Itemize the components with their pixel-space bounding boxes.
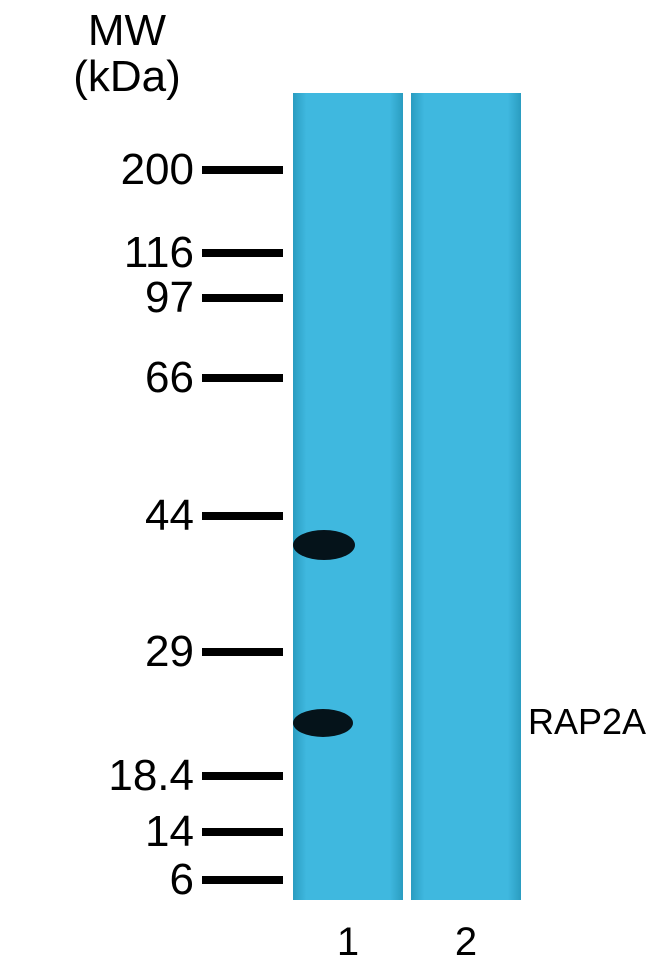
lane-number-2: 2 (455, 920, 477, 965)
protein-annotation-text: RAP2A (528, 701, 646, 742)
mw-tick (202, 166, 283, 174)
blot-band (293, 530, 355, 560)
mw-label: 6 (170, 855, 194, 905)
mw-tick (202, 512, 283, 520)
lane-gap (403, 93, 411, 900)
mw-tick (202, 648, 283, 656)
mw-label: 14 (145, 807, 194, 857)
mw-tick (202, 374, 283, 382)
mw-tick (202, 294, 283, 302)
mw-label: 116 (124, 228, 194, 278)
lane-number-1: 1 (337, 920, 359, 965)
mw-label: 200 (121, 145, 194, 195)
mw-label: 44 (145, 491, 194, 541)
mw-label: 29 (145, 627, 194, 677)
mw-label: 18.4 (108, 751, 194, 801)
mw-tick (202, 249, 283, 257)
blot-band (293, 709, 353, 737)
mw-header: MW (kDa) (42, 8, 212, 100)
mw-header-line1: MW (88, 6, 166, 55)
mw-label: 97 (145, 273, 194, 323)
mw-tick (202, 876, 283, 884)
protein-annotation: RAP2A (528, 701, 646, 743)
blot-lane-2 (411, 93, 521, 900)
blot-lane-1 (293, 93, 403, 900)
mw-label: 66 (145, 353, 194, 403)
mw-tick (202, 772, 283, 780)
mw-header-line2: (kDa) (73, 52, 181, 101)
mw-tick (202, 828, 283, 836)
figure-container: MW (kDa) 200 11697 66 44 29 18.4 146 RAP2A 1 2 (0, 0, 650, 977)
